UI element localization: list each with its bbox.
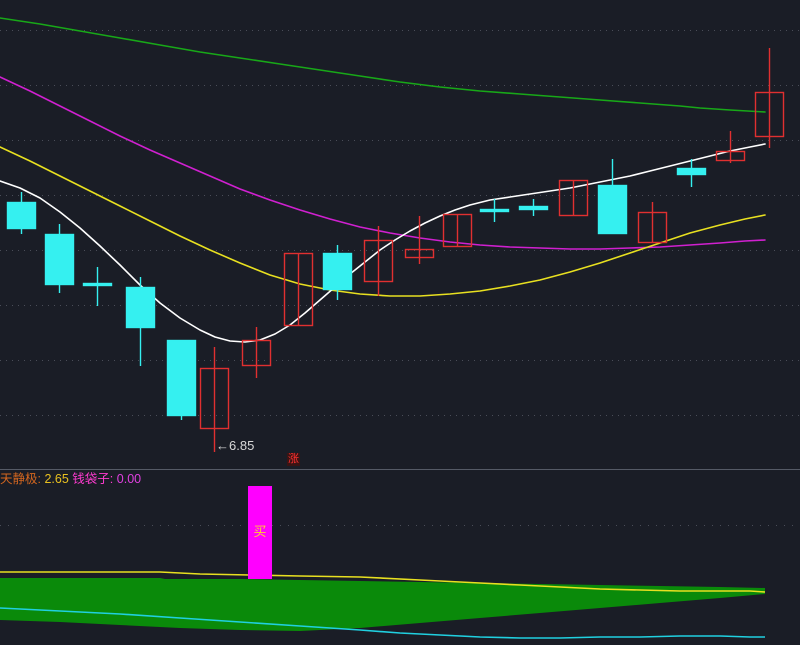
rise-badge: 涨 <box>287 453 300 466</box>
candlestick <box>285 253 313 326</box>
candlestick <box>365 226 393 296</box>
price-chart-canvas <box>0 0 800 470</box>
ma-line <box>0 147 765 296</box>
candlestick <box>520 199 548 216</box>
candlestick <box>599 159 627 234</box>
candlestick <box>481 199 509 222</box>
candle-body <box>46 235 74 285</box>
candlestick <box>46 224 74 293</box>
indicator-chart-canvas <box>0 471 800 645</box>
candle-body <box>678 169 706 175</box>
candle-body <box>599 186 627 234</box>
candlestick <box>717 131 745 163</box>
candlestick <box>243 327 271 378</box>
candlestick <box>127 277 155 366</box>
indicator-chart-panel[interactable] <box>0 471 800 645</box>
candlestick <box>201 347 229 452</box>
indicator-green-area <box>0 578 765 631</box>
stock-chart-window: ←6.85 涨 天静极: 2.65 钱袋子: 0.00 买 <box>0 0 800 645</box>
panel-divider <box>0 469 800 470</box>
candlestick <box>639 202 667 243</box>
candlestick <box>84 267 112 306</box>
candlestick <box>168 340 196 420</box>
candle-body <box>127 288 155 328</box>
candle-body <box>520 207 548 210</box>
candle-body <box>481 210 509 212</box>
candle-body <box>8 203 36 229</box>
buy-signal-label: 买 <box>248 525 272 539</box>
low-price-marker: ←6.85 <box>216 438 254 453</box>
ma-line <box>0 18 765 112</box>
candlestick <box>756 48 784 148</box>
ma-line <box>0 77 765 249</box>
candle-body <box>324 254 352 290</box>
price-chart-panel[interactable] <box>0 0 800 470</box>
candlestick <box>8 192 36 234</box>
candle-body <box>168 341 196 416</box>
candle-body <box>84 284 112 286</box>
